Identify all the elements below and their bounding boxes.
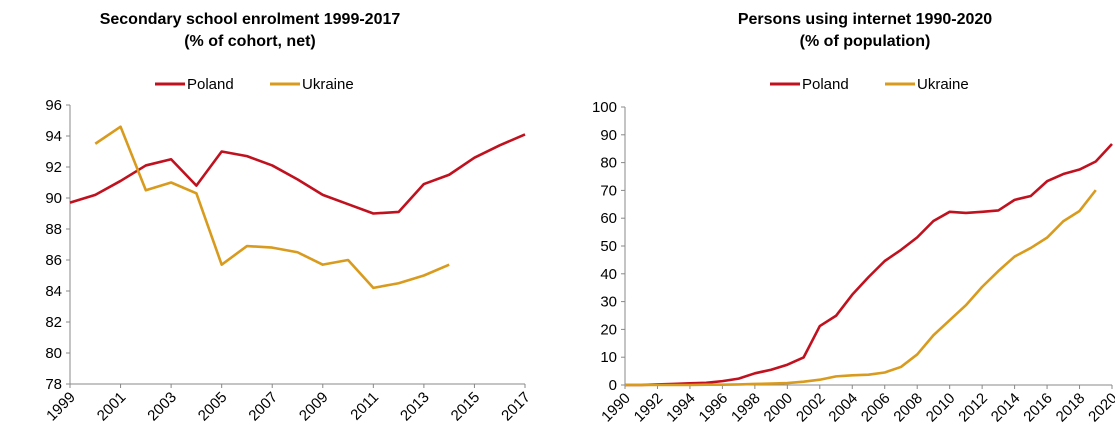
y-tick-label: 50 bbox=[600, 238, 617, 255]
chart-title: Persons using internet 1990-2020 bbox=[738, 11, 992, 28]
y-tick-label: 84 bbox=[45, 283, 62, 300]
legend-label: Ukraine bbox=[917, 76, 969, 93]
x-tick-label: 2020 bbox=[1085, 390, 1115, 426]
x-tick-label: 2018 bbox=[1053, 390, 1089, 426]
series-line bbox=[69, 133, 526, 215]
y-tick-label: 80 bbox=[45, 345, 62, 362]
x-tick-label: 2010 bbox=[923, 390, 959, 426]
legend-label: Ukraine bbox=[302, 76, 354, 93]
chart-title: Secondary school enrolment 1999-2017 bbox=[100, 11, 401, 28]
x-tick-label: 2006 bbox=[858, 390, 894, 426]
series-line bbox=[94, 125, 450, 290]
x-tick-label: 1999 bbox=[43, 389, 79, 425]
x-tick-label: 2008 bbox=[890, 390, 926, 426]
y-tick-label: 78 bbox=[45, 376, 62, 393]
x-tick-label: 1996 bbox=[696, 390, 732, 426]
x-tick-label: 2004 bbox=[825, 390, 861, 426]
series-line bbox=[625, 189, 1097, 387]
x-tick-label: 2005 bbox=[195, 389, 231, 425]
x-tick-label: 2014 bbox=[988, 390, 1024, 426]
y-tick-label: 30 bbox=[600, 294, 617, 311]
chart-subtitle: (% of cohort, net) bbox=[184, 33, 316, 50]
y-tick-label: 0 bbox=[609, 377, 617, 394]
x-tick-label: 1994 bbox=[663, 390, 699, 426]
x-tick-label: 2000 bbox=[761, 390, 797, 426]
x-tick-label: 2015 bbox=[448, 389, 484, 425]
x-tick-label: 2011 bbox=[347, 389, 382, 424]
chart-subtitle: (% of population) bbox=[800, 33, 931, 50]
y-tick-label: 96 bbox=[45, 97, 62, 114]
x-tick-label: 2003 bbox=[144, 389, 180, 425]
y-tick-label: 82 bbox=[45, 314, 62, 331]
y-tick-label: 94 bbox=[45, 128, 62, 145]
y-tick-label: 90 bbox=[45, 190, 62, 207]
y-tick-label: 86 bbox=[45, 252, 62, 269]
x-tick-label: 2002 bbox=[793, 390, 829, 426]
x-tick-label: 2001 bbox=[94, 389, 130, 425]
x-tick-label: 2012 bbox=[955, 390, 991, 426]
y-tick-label: 80 bbox=[600, 155, 617, 172]
y-tick-label: 10 bbox=[600, 349, 617, 366]
y-tick-label: 92 bbox=[45, 159, 62, 176]
y-tick-label: 40 bbox=[600, 266, 617, 283]
y-tick-label: 20 bbox=[600, 321, 617, 338]
y-tick-label: 60 bbox=[600, 210, 617, 227]
x-tick-label: 2017 bbox=[498, 389, 534, 425]
x-tick-label: 2007 bbox=[245, 389, 281, 425]
y-tick-label: 88 bbox=[45, 221, 62, 238]
y-tick-label: 100 bbox=[592, 99, 617, 116]
legend-label: Poland bbox=[802, 76, 849, 93]
x-tick-label: 2009 bbox=[296, 389, 332, 425]
x-tick-label: 1990 bbox=[598, 390, 634, 426]
x-tick-label: 1998 bbox=[728, 390, 764, 426]
y-tick-label: 90 bbox=[600, 127, 617, 144]
legend-label: Poland bbox=[187, 76, 234, 93]
x-tick-label: 2013 bbox=[397, 389, 433, 425]
x-tick-label: 2016 bbox=[1020, 390, 1056, 426]
series-line bbox=[625, 143, 1113, 387]
x-tick-label: 1992 bbox=[631, 390, 667, 426]
y-tick-label: 70 bbox=[600, 182, 617, 199]
